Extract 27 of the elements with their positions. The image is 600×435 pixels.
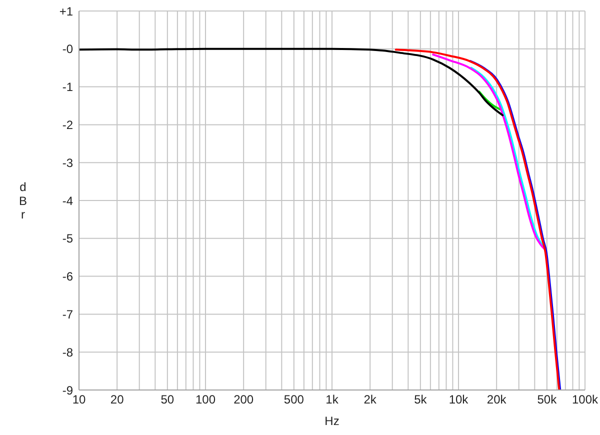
x-tick-label: 200 [234,392,254,407]
x-tick-label: 20k [486,392,508,407]
y-tick-label: -0 [62,42,74,56]
y-tick-label: -4 [62,194,74,208]
y-tick-label: -7 [62,307,74,322]
x-axis-title: Hz [324,414,340,428]
x-tick-label: 10 [72,392,86,407]
x-tick-label: 10k [448,392,470,407]
x-tick-label: 50k [537,392,558,407]
y-tick-label: -1 [62,80,74,94]
x-tick-label: 5k [414,392,428,407]
y-axis-title: dBr [18,180,28,222]
y-tick-label: -8 [62,345,74,360]
y-tick-label: -2 [62,118,74,132]
y-tick-label: +1 [59,4,74,18]
x-tick-label: 50 [160,392,174,407]
x-tick-label: 1k [326,392,340,407]
y-tick-label: -6 [62,270,74,284]
y-tick-label: -9 [62,383,74,398]
x-tick-label: 500 [284,392,304,407]
x-tick-label: 20 [110,392,124,407]
y-tick-label: -5 [62,232,74,246]
line-series [478,90,503,112]
x-tick-label: 100 [195,392,216,407]
y-tick-label: -3 [62,156,74,170]
x-tick-label: 2k [364,392,378,407]
x-tick-label: 100k [572,392,600,407]
